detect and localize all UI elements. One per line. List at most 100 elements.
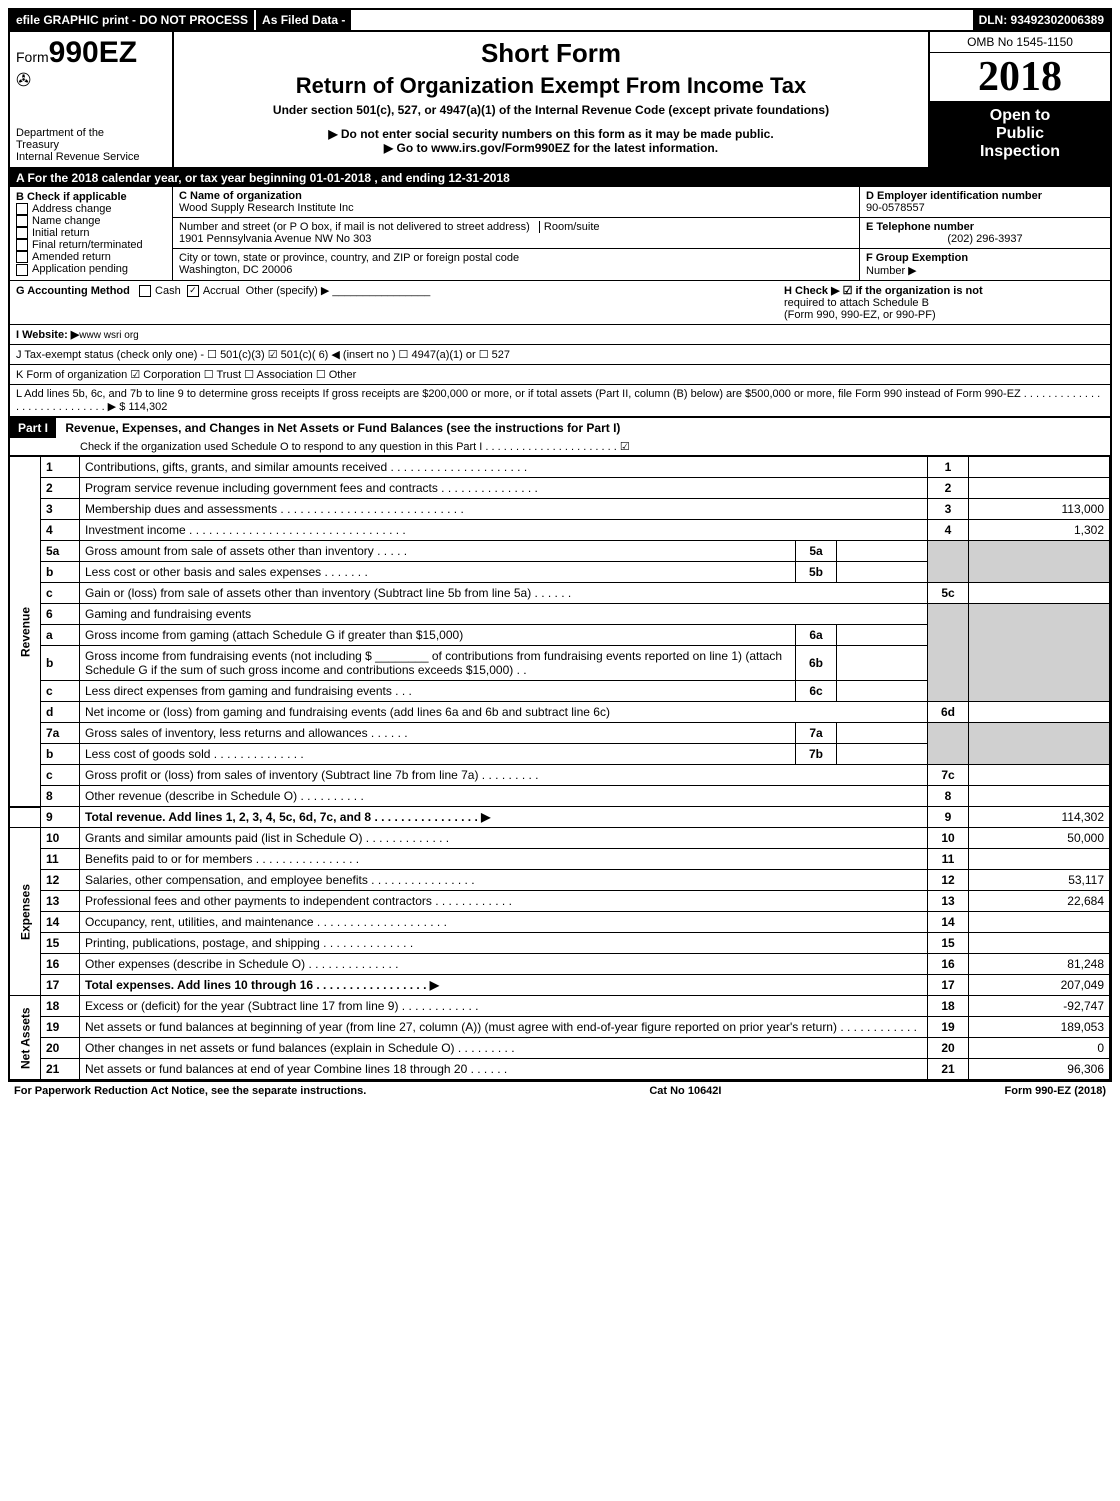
- line6d-desc: Net income or (loss) from gaming and fun…: [80, 702, 928, 723]
- checkbox-final-return[interactable]: [16, 239, 28, 251]
- line6b-desc: Gross income from fundraising events (no…: [80, 646, 796, 681]
- col-c: C Name of organization Wood Supply Resea…: [173, 187, 859, 280]
- b-label: B Check if applicable: [16, 191, 166, 203]
- line6a-sn: 6a: [796, 625, 837, 646]
- opt-application-pending: Application pending: [32, 263, 128, 275]
- line12-ln: 12: [928, 870, 969, 891]
- header-left: Form990EZ ✇ Department of the Treasury I…: [10, 32, 174, 167]
- line7b-sn: 7b: [796, 744, 837, 765]
- checkbox-initial-return[interactable]: [16, 227, 28, 239]
- header-row: Form990EZ ✇ Department of the Treasury I…: [10, 32, 1110, 169]
- line18-num: 18: [41, 996, 80, 1017]
- row-a: A For the 2018 calendar year, or tax yea…: [10, 169, 1110, 187]
- footer-right: Form 990-EZ (2018): [1005, 1085, 1106, 1097]
- line17-num: 17: [41, 975, 80, 996]
- g-section: G Accounting Method Cash ✓Accrual Other …: [16, 284, 784, 321]
- line13-num: 13: [41, 891, 80, 912]
- part1-header: Part I Revenue, Expenses, and Changes in…: [10, 417, 1110, 456]
- line17-desc: Total expenses. Add lines 10 through 16 …: [80, 975, 928, 996]
- line5c-ln: 5c: [928, 583, 969, 604]
- h-line3: (Form 990, 990-EZ, or 990-PF): [784, 309, 1104, 321]
- tel-label: E Telephone number: [866, 221, 974, 233]
- checkbox-address-change[interactable]: [16, 203, 28, 215]
- l-amount: $ 114,302: [119, 401, 167, 413]
- omb-number: OMB No 1545-1150: [930, 32, 1110, 53]
- opt-address-change: Address change: [32, 203, 112, 215]
- l-row: L Add lines 5b, 6c, and 7b to line 9 to …: [10, 385, 1110, 417]
- h-section: H Check ▶ ☑ if the organization is not r…: [784, 284, 1104, 321]
- line15-num: 15: [41, 933, 80, 954]
- line6d-ln: 6d: [928, 702, 969, 723]
- line4-ln: 4: [928, 520, 969, 541]
- line6-desc: Gaming and fundraising events: [80, 604, 928, 625]
- footer-left: For Paperwork Reduction Act Notice, see …: [14, 1085, 366, 1097]
- line2-num: 2: [41, 478, 80, 499]
- checkbox-name-change[interactable]: [16, 215, 28, 227]
- line11-amount: [969, 849, 1110, 870]
- line4-desc: Investment income . . . . . . . . . . . …: [80, 520, 928, 541]
- line10-desc: Grants and similar amounts paid (list in…: [80, 828, 928, 849]
- line17-amount: 207,049: [969, 975, 1110, 996]
- line6-shaded-ln: [928, 604, 969, 702]
- open-public-box: Open to Public Inspection: [930, 101, 1110, 167]
- line7a-num: 7a: [41, 723, 80, 744]
- line5c-amount: [969, 583, 1110, 604]
- line8-amount: [969, 786, 1110, 807]
- line7c-num: c: [41, 765, 80, 786]
- line6a-sv: [837, 625, 928, 646]
- line7c-ln: 7c: [928, 765, 969, 786]
- line21-num: 21: [41, 1059, 80, 1080]
- line5a-sv: [837, 541, 928, 562]
- short-form-title: Short Form: [184, 38, 918, 69]
- open-line3: Inspection: [934, 143, 1106, 161]
- line13-ln: 13: [928, 891, 969, 912]
- side-rev-end: [10, 807, 41, 828]
- side-revenue: Revenue: [10, 457, 41, 807]
- c-addr-label: Number and street (or P O box, if mail i…: [179, 221, 530, 233]
- line2-ln: 2: [928, 478, 969, 499]
- website-value: www wsri org: [79, 330, 138, 341]
- line6a-desc: Gross income from gaming (attach Schedul…: [80, 625, 796, 646]
- line5b-sv: [837, 562, 928, 583]
- line16-desc: Other expenses (describe in Schedule O) …: [80, 954, 928, 975]
- line12-num: 12: [41, 870, 80, 891]
- lines-table: Revenue 1 Contributions, gifts, grants, …: [10, 456, 1110, 1080]
- line1-desc: Contributions, gifts, grants, and simila…: [80, 457, 928, 478]
- opt-name-change: Name change: [32, 215, 101, 227]
- dln-label: DLN: 93492302006389: [973, 10, 1110, 30]
- line8-ln: 8: [928, 786, 969, 807]
- tel-value: (202) 296-3937: [866, 233, 1104, 245]
- checkbox-application-pending[interactable]: [16, 264, 28, 276]
- open-line1: Open to: [934, 107, 1106, 125]
- line9-ln: 9: [928, 807, 969, 828]
- form-number: 990EZ: [49, 36, 137, 69]
- line3-desc: Membership dues and assessments . . . . …: [80, 499, 928, 520]
- line6b-sn: 6b: [796, 646, 837, 681]
- g-h-row: G Accounting Method Cash ✓Accrual Other …: [10, 281, 1110, 325]
- checkbox-cash[interactable]: [139, 285, 151, 297]
- line7b-desc: Less cost of goods sold . . . . . . . . …: [80, 744, 796, 765]
- ein-value: 90-0578557: [866, 202, 925, 214]
- line20-desc: Other changes in net assets or fund bala…: [80, 1038, 928, 1059]
- k-row: K Form of organization ☑ Corporation ☐ T…: [10, 365, 1110, 385]
- line13-desc: Professional fees and other payments to …: [80, 891, 928, 912]
- line16-num: 16: [41, 954, 80, 975]
- line7a-sn: 7a: [796, 723, 837, 744]
- form-container: efile GRAPHIC print - DO NOT PROCESS As …: [8, 8, 1112, 1082]
- checkbox-accrual[interactable]: ✓: [187, 285, 199, 297]
- line18-amount: -92,747: [969, 996, 1110, 1017]
- line3-amount: 113,000: [969, 499, 1110, 520]
- checkbox-amended-return[interactable]: [16, 251, 28, 263]
- org-city: Washington, DC 20006: [179, 264, 292, 276]
- line5a-desc: Gross amount from sale of assets other t…: [80, 541, 796, 562]
- line5a-sn: 5a: [796, 541, 837, 562]
- line10-num: 10: [41, 828, 80, 849]
- line15-ln: 15: [928, 933, 969, 954]
- part1-label: Part I: [10, 418, 56, 438]
- line14-desc: Occupancy, rent, utilities, and maintena…: [80, 912, 928, 933]
- form-prefix: Form: [16, 49, 49, 65]
- line5b-num: b: [41, 562, 80, 583]
- g-cash: Cash: [155, 285, 181, 297]
- line16-amount: 81,248: [969, 954, 1110, 975]
- line7-shaded-amt: [969, 723, 1110, 765]
